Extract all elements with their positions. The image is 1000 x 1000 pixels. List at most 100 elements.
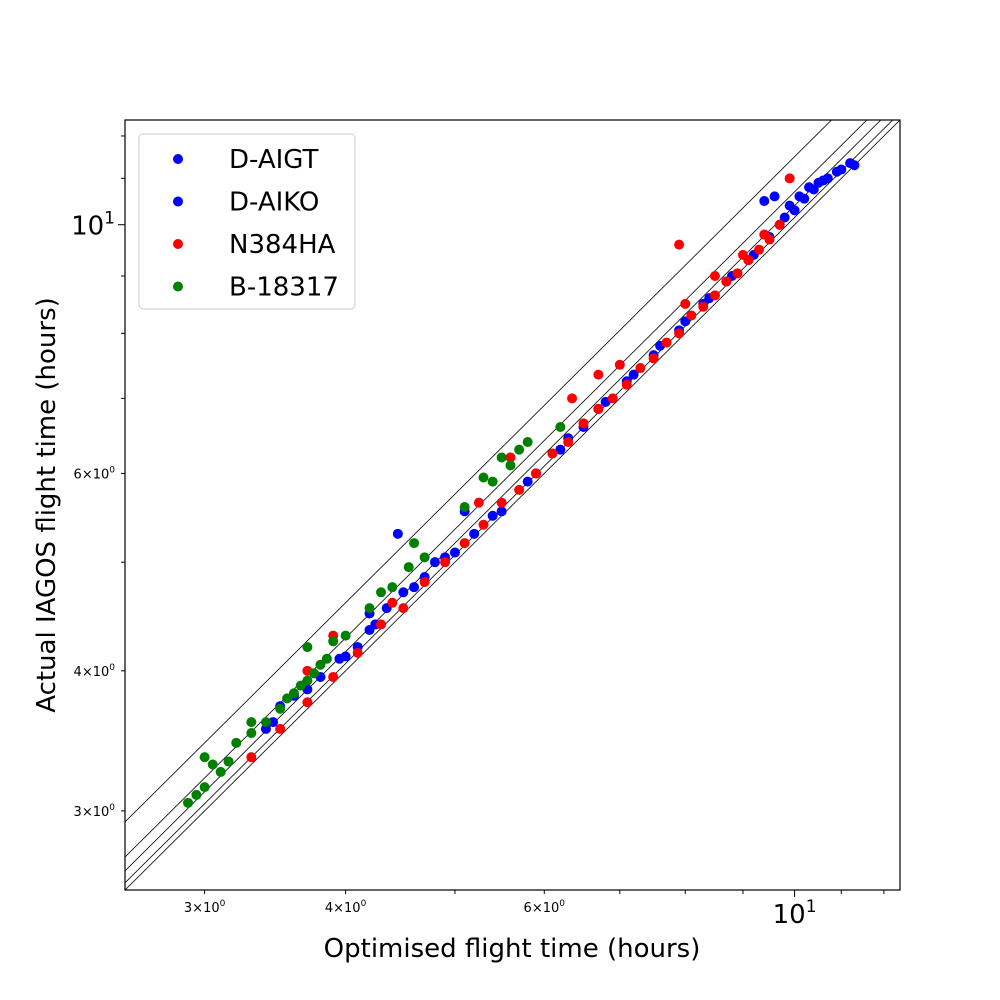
x-axis-label: Optimised flight time (hours) [324, 934, 701, 964]
legend-label: B-18317 [229, 273, 339, 303]
data-point [473, 497, 484, 508]
data-point [419, 552, 430, 563]
data-point [387, 597, 398, 608]
data-point [321, 653, 332, 664]
x-tick-label: 6×100 [524, 899, 566, 916]
data-point [845, 158, 856, 169]
data-point [522, 437, 533, 448]
data-point [223, 756, 234, 767]
data-point [302, 642, 313, 653]
data-point [215, 766, 226, 777]
data-point [387, 582, 398, 593]
data-point [231, 737, 242, 748]
data-point [680, 298, 691, 309]
x-tick-label: 4×100 [325, 899, 367, 916]
data-point [737, 249, 748, 260]
data-point [496, 506, 507, 517]
data-point [784, 173, 795, 184]
data-point [799, 193, 810, 204]
data-point [409, 582, 420, 593]
data-point [769, 191, 780, 202]
data-point [246, 728, 257, 739]
data-point [487, 510, 498, 521]
data-point [514, 444, 525, 455]
data-point [531, 468, 542, 479]
data-point [459, 538, 470, 549]
data-point [732, 268, 743, 279]
data-point [302, 697, 313, 708]
data-point [275, 703, 286, 714]
data-point [547, 448, 558, 459]
data-point [831, 166, 842, 177]
data-point [754, 244, 765, 255]
data-point [621, 379, 632, 390]
data-point [315, 659, 326, 670]
data-point [328, 636, 339, 647]
data-point [759, 229, 770, 240]
y-axis-label: Actual IAGOS flight time (hours) [32, 297, 62, 713]
legend-marker [173, 196, 183, 207]
data-point [352, 647, 363, 658]
data-point [275, 723, 286, 734]
data-point [459, 502, 470, 513]
data-point [340, 630, 351, 641]
data-point [376, 619, 387, 630]
data-point [555, 422, 566, 433]
reference-line [125, 120, 833, 823]
data-point [709, 290, 720, 301]
data-point [199, 782, 210, 793]
data-point [478, 519, 489, 530]
y-tick-label: 101 [71, 209, 115, 242]
data-point [505, 460, 516, 471]
data-point [779, 212, 790, 223]
data-point [721, 276, 732, 287]
data-point [376, 587, 387, 598]
data-point [789, 205, 800, 216]
data-point [522, 476, 533, 487]
data-point [496, 497, 507, 508]
data-points [183, 158, 860, 808]
data-point [246, 717, 257, 728]
data-point [392, 528, 403, 539]
reference-line [125, 120, 868, 858]
data-point [429, 557, 440, 568]
legend-label: D-AIGT [229, 145, 319, 175]
data-point [593, 403, 604, 414]
data-point [674, 328, 685, 339]
reference-line [125, 120, 882, 872]
data-point [403, 562, 414, 573]
data-point [478, 472, 489, 483]
legend-marker [173, 281, 183, 292]
data-point [555, 444, 566, 455]
data-point [505, 452, 516, 463]
data-point [628, 369, 639, 380]
data-point [308, 668, 319, 679]
data-point [774, 219, 785, 230]
x-tick-label: 3×100 [184, 899, 226, 916]
data-point [661, 337, 672, 348]
data-point [449, 547, 460, 558]
data-point [419, 577, 430, 588]
legend-marker [173, 239, 183, 249]
data-point [440, 557, 451, 568]
data-point [635, 363, 646, 374]
data-point [514, 484, 525, 495]
legend-frame [138, 133, 356, 310]
data-point [268, 717, 279, 728]
data-point [364, 603, 375, 614]
data-point [183, 797, 194, 808]
data-point [578, 418, 589, 429]
y-tick-label: 6×100 [74, 465, 116, 482]
data-point [614, 359, 625, 370]
plot-frame [124, 119, 901, 891]
data-point [207, 759, 218, 770]
data-point [398, 603, 409, 614]
data-point [246, 752, 257, 763]
data-point [593, 369, 604, 380]
data-point [607, 393, 618, 404]
y-tick-label: 3×100 [74, 803, 116, 820]
data-point [759, 195, 770, 206]
data-point [686, 310, 697, 321]
legend-marker [173, 154, 183, 164]
data-point [563, 437, 574, 448]
